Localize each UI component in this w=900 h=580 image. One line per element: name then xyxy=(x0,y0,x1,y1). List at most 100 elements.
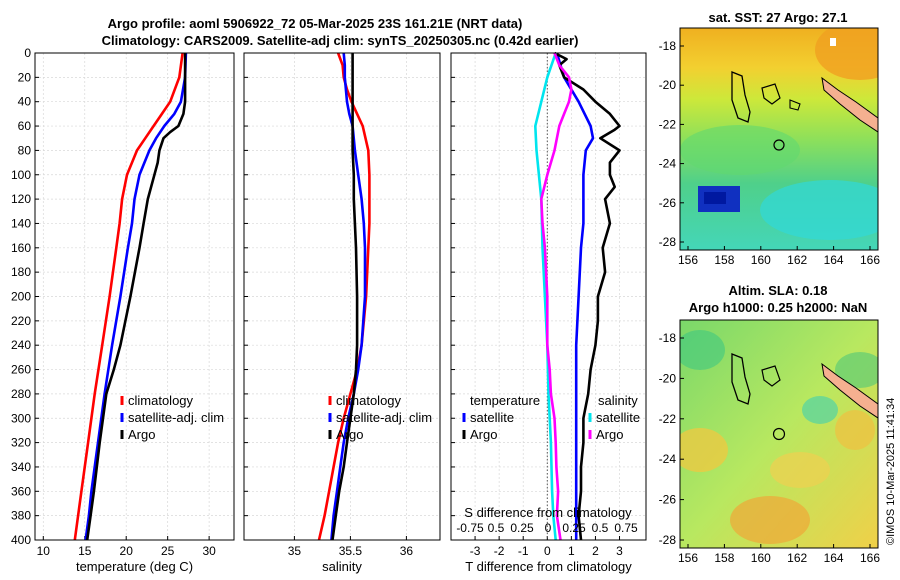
legend-label: Argo xyxy=(470,427,497,442)
map-y-tick-label: -22 xyxy=(659,412,677,426)
sst-map-ticks: 156 158 160 162 164 166 -18 -20 -22 -24 -26 -28 xyxy=(659,39,881,267)
y-tick-label: 140 xyxy=(11,216,31,230)
s-tick-label: 0.25 xyxy=(510,521,534,535)
island-outline-2 xyxy=(761,365,781,387)
sst-cold-core xyxy=(704,192,726,204)
y-tick-label: 120 xyxy=(11,192,31,206)
map-x-tick-label: 160 xyxy=(751,253,771,267)
x-axis-label: temperature (deg C) xyxy=(76,559,193,574)
legend-label: Argo xyxy=(128,427,155,442)
series-line-climatology xyxy=(73,52,184,541)
x-tick-label: 1 xyxy=(568,544,575,558)
y-tick-label: 60 xyxy=(18,119,32,133)
sla-map-ticks: 156 158 160 162 164 166 -18 -20 -22 -24 -26 -28 xyxy=(659,331,881,565)
series-line-argo xyxy=(85,53,187,541)
x-tick-label: -3 xyxy=(470,544,481,558)
map-y-tick-label: -18 xyxy=(659,39,677,53)
legend-title-temperature: temperature xyxy=(470,393,540,408)
y-tick-label: 320 xyxy=(11,436,31,450)
s-tick-label: 0.25 xyxy=(562,521,586,535)
sst-mid-patch xyxy=(680,125,800,175)
x-tick-label: 2 xyxy=(592,544,599,558)
map-y-tick-label: -18 xyxy=(659,331,677,345)
x-tick-label: 3 xyxy=(616,544,623,558)
y-tick-label: 100 xyxy=(11,168,31,182)
y-tick-label: 340 xyxy=(11,460,31,474)
map-x-tick-label: 158 xyxy=(714,551,734,565)
y-tick-label: 180 xyxy=(11,265,31,279)
legend-label: satellite-adj. clim xyxy=(336,410,432,425)
x-tick-label: -2 xyxy=(494,544,505,558)
x-axis-label: salinity xyxy=(322,559,362,574)
x-axis-label: T difference from climatology xyxy=(465,559,632,574)
sla-patch-7 xyxy=(802,396,838,424)
secondary-axis-label: S difference from climatology xyxy=(464,505,632,520)
map-y-tick-label: -28 xyxy=(659,235,677,249)
sla-patch-3 xyxy=(730,496,810,544)
panel-frame xyxy=(243,52,441,541)
sla-patch-2 xyxy=(770,452,830,488)
y-tick-label: 280 xyxy=(11,387,31,401)
sla-patch-5 xyxy=(680,330,725,370)
legend-label: satellite xyxy=(470,410,514,425)
y-tick-label: 260 xyxy=(11,363,31,377)
new-caledonia-coast xyxy=(731,71,751,123)
map-x-tick-label: 160 xyxy=(751,551,771,565)
legend-label: satellite-adj. clim xyxy=(128,410,224,425)
map-x-tick-label: 164 xyxy=(824,253,844,267)
y-tick-label: 20 xyxy=(18,70,32,84)
x-tick-label: 36 xyxy=(400,544,414,558)
legend-label: Argo xyxy=(596,427,623,442)
temperature-panel: 0 20 40 60 80 100 120 140 160 180 200 220 240 260 280 3… xyxy=(11,46,235,574)
sst-argo-location-marker xyxy=(773,139,785,151)
map-y-tick-label: -24 xyxy=(659,452,677,466)
x-tick-label: 10 xyxy=(37,544,51,558)
series-line-t-argo xyxy=(553,51,621,541)
y-tick-label: 400 xyxy=(11,533,31,547)
island-outline xyxy=(761,83,781,105)
map-x-tick-label: 156 xyxy=(678,253,698,267)
series-line-climatology xyxy=(317,52,371,541)
x-tick-label: -1 xyxy=(518,544,529,558)
y-tick-label: 200 xyxy=(11,290,31,304)
map-y-tick-label: -26 xyxy=(659,493,677,507)
panel-frame xyxy=(34,52,235,541)
reef-outline xyxy=(789,99,801,111)
y-tick-label: 0 xyxy=(24,46,31,60)
legend-label: climatology xyxy=(336,393,402,408)
title-line-2: Climatology: CARS2009. Satellite-adj cli… xyxy=(102,33,579,48)
map-x-tick-label: 166 xyxy=(860,253,880,267)
x-tick-label: 25 xyxy=(161,544,175,558)
s-tick-label: 0.75 xyxy=(614,521,638,535)
sla-argo-location-marker xyxy=(772,427,786,441)
y-tick-label: 80 xyxy=(18,143,32,157)
x-tick-label: 30 xyxy=(202,544,216,558)
map-x-tick-label: 162 xyxy=(787,551,807,565)
series-line-argo xyxy=(331,53,359,541)
sla-map-title-1: Altim. SLA: 0.18 xyxy=(729,283,828,298)
salinity-panel: 35 35.5 36 salinity climatology satellite-adj… xyxy=(243,52,441,574)
sla-patch-4 xyxy=(835,410,875,450)
map-y-tick-label: -28 xyxy=(659,533,677,547)
map-x-tick-label: 164 xyxy=(824,551,844,565)
y-tick-label: 380 xyxy=(11,509,31,523)
map-x-tick-label: 166 xyxy=(860,551,880,565)
sst-cool-patch xyxy=(760,180,878,240)
y-tick-label: 360 xyxy=(11,484,31,498)
x-tick-label: 15 xyxy=(78,544,92,558)
x-tick-label: 20 xyxy=(120,544,134,558)
copyright-stamp: ©IMOS 10-Mar-2025 11:41:34 xyxy=(885,398,897,545)
map-y-tick-label: -26 xyxy=(659,196,677,210)
series-line-satellite-adj-clim xyxy=(84,52,188,541)
sla-map-frame xyxy=(679,319,879,549)
y-tick-label: 160 xyxy=(11,241,31,255)
sla-map-title-2: Argo h1000: 0.25 h2000: NaN xyxy=(689,300,867,315)
series-line-satellite-adj-clim xyxy=(330,52,367,541)
s-tick-label: -0.75 xyxy=(456,521,484,535)
y-tick-label: 40 xyxy=(18,95,32,109)
new-caledonia-coast-2 xyxy=(731,353,751,405)
no-data-pixel xyxy=(830,38,836,46)
legend-label: climatology xyxy=(128,393,194,408)
vanuatu-land xyxy=(821,76,878,133)
